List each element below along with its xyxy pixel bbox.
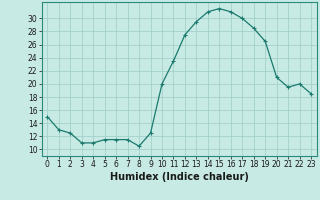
X-axis label: Humidex (Indice chaleur): Humidex (Indice chaleur) [110,172,249,182]
